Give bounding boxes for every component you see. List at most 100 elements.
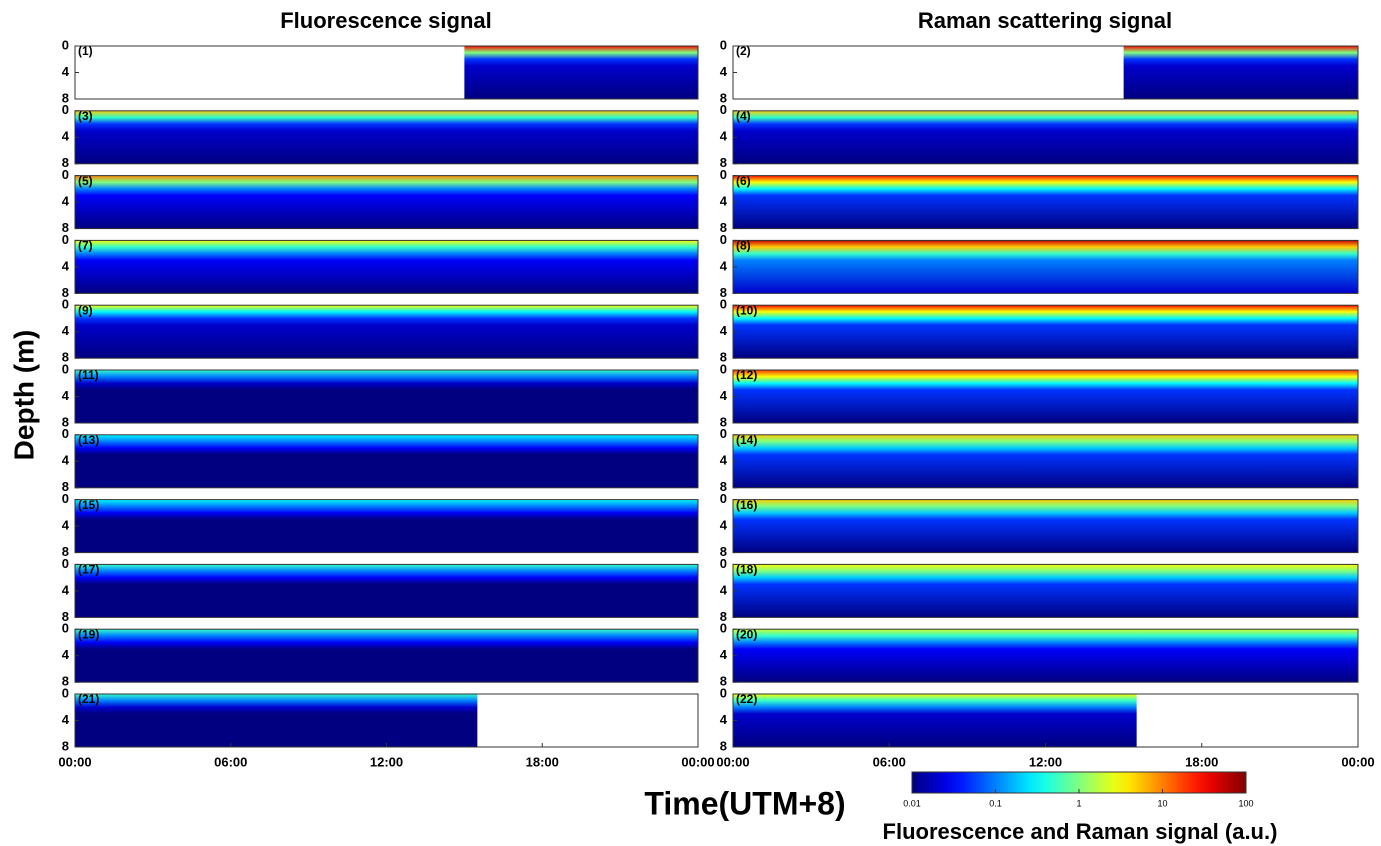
y-tick-label: 8: [62, 350, 69, 365]
y-tick-label: 0: [720, 361, 727, 376]
y-tick-label: 4: [720, 647, 728, 662]
y-tick-label: 0: [720, 685, 727, 700]
y-tick-label: 0: [720, 621, 727, 636]
heatmap-cells: [733, 305, 1358, 359]
y-tick-label: 8: [720, 90, 727, 105]
panel-label: (8): [736, 239, 751, 253]
panel-label: (21): [78, 692, 99, 706]
panel-label: (5): [78, 174, 93, 188]
y-tick-label: 4: [720, 323, 728, 338]
x-tick-label: 00:00: [681, 754, 714, 769]
y-tick-label: 0: [720, 167, 727, 182]
heatmap-cells: [733, 564, 1358, 618]
y-tick-label: 8: [720, 609, 727, 624]
heatmap-cells: [733, 240, 1358, 294]
y-tick-label: 4: [720, 194, 728, 209]
panel-label: (11): [78, 368, 99, 382]
y-tick-label: 4: [720, 388, 728, 403]
y-tick-label: 4: [720, 64, 728, 79]
y-tick-label: 0: [62, 491, 69, 506]
y-tick-label: 0: [62, 556, 69, 571]
panel-label: (16): [736, 498, 757, 512]
y-tick-label: 4: [62, 453, 70, 468]
y-tick-label: 8: [720, 350, 727, 365]
x-tick-label: 06:00: [873, 754, 906, 769]
heatmap-cells: [75, 499, 698, 553]
y-tick-label: 0: [62, 297, 69, 312]
y-tick-label: 8: [720, 285, 727, 300]
panel-label: (9): [78, 303, 93, 317]
y-tick-label: 0: [62, 426, 69, 441]
y-tick-label: 0: [62, 232, 69, 247]
panel-label: (18): [736, 563, 757, 577]
colorbar-tick-label: 1: [1076, 798, 1081, 808]
y-tick-label: 4: [720, 582, 728, 597]
panel-label: (7): [78, 239, 93, 253]
heatmap-cells: [75, 175, 698, 229]
panel-label: (14): [736, 433, 757, 447]
y-tick-label: 8: [62, 220, 69, 235]
y-tick-label: 0: [62, 37, 69, 52]
y-tick-label: 4: [62, 194, 70, 209]
heatmap-cells: [75, 370, 698, 423]
y-tick-label: 0: [62, 361, 69, 376]
heatmap-cells: [733, 175, 1358, 229]
y-tick-label: 0: [62, 167, 69, 182]
y-tick-label: 0: [720, 102, 727, 117]
x-tick-label: 00:00: [716, 754, 749, 769]
colorbar-tick-label: 100: [1238, 798, 1253, 808]
left-title: Fluorescence signal: [280, 8, 492, 33]
y-tick-label: 0: [720, 37, 727, 52]
x-tick-label: 00:00: [58, 754, 91, 769]
y-tick-label: 0: [62, 621, 69, 636]
y-tick-label: 0: [720, 556, 727, 571]
panel-label: (6): [736, 174, 751, 188]
heatmap-cells: [464, 46, 698, 99]
panel-label: (1): [78, 44, 93, 58]
heatmap-cells: [733, 370, 1358, 423]
y-tick-label: 4: [62, 388, 70, 403]
y-tick-label: 4: [62, 258, 70, 273]
panel-label: (22): [736, 692, 757, 706]
y-tick-label: 8: [62, 155, 69, 170]
y-tick-label: 8: [720, 674, 727, 689]
y-tick-label: 4: [720, 129, 728, 144]
y-tick-label: 8: [62, 90, 69, 105]
panel-label: (20): [736, 627, 757, 641]
heatmap-cells: [733, 434, 1358, 488]
y-tick-label: 4: [720, 258, 728, 273]
x-tick-label: 00:00: [1341, 754, 1374, 769]
x-tick-label: 18:00: [526, 754, 559, 769]
panel-label: (12): [736, 368, 757, 382]
y-tick-label: 0: [62, 102, 69, 117]
heatmap-cells: [75, 564, 698, 618]
y-tick-label: 4: [62, 712, 70, 727]
y-tick-label: 8: [720, 479, 727, 494]
heatmap-cells: [75, 434, 698, 488]
x-axis-label: Time(UTM+8): [644, 785, 845, 821]
panel-label: (3): [78, 109, 93, 123]
y-tick-label: 8: [62, 479, 69, 494]
y-tick-label: 0: [720, 491, 727, 506]
heatmap-cells: [733, 110, 1358, 164]
right-title: Raman scattering signal: [918, 8, 1172, 33]
y-tick-label: 0: [62, 685, 69, 700]
x-tick-label: 18:00: [1185, 754, 1218, 769]
colorbar-tick-label: 10: [1157, 798, 1167, 808]
y-tick-label: 4: [720, 453, 728, 468]
heatmap-cells: [733, 694, 1137, 747]
y-tick-label: 0: [720, 297, 727, 312]
heatmap-cells: [75, 240, 698, 294]
panel-label: (17): [78, 563, 99, 577]
y-tick-label: 4: [720, 712, 728, 727]
panel-label: (15): [78, 498, 99, 512]
y-tick-label: 8: [720, 738, 727, 753]
heatmap-cells: [1123, 46, 1358, 99]
heatmap-cells: [75, 629, 698, 683]
heatmap-cells: [75, 305, 698, 359]
heatmap-cells: [75, 694, 478, 747]
x-tick-label: 12:00: [370, 754, 403, 769]
heatmap-cells: [75, 110, 698, 164]
y-tick-label: 4: [62, 647, 70, 662]
